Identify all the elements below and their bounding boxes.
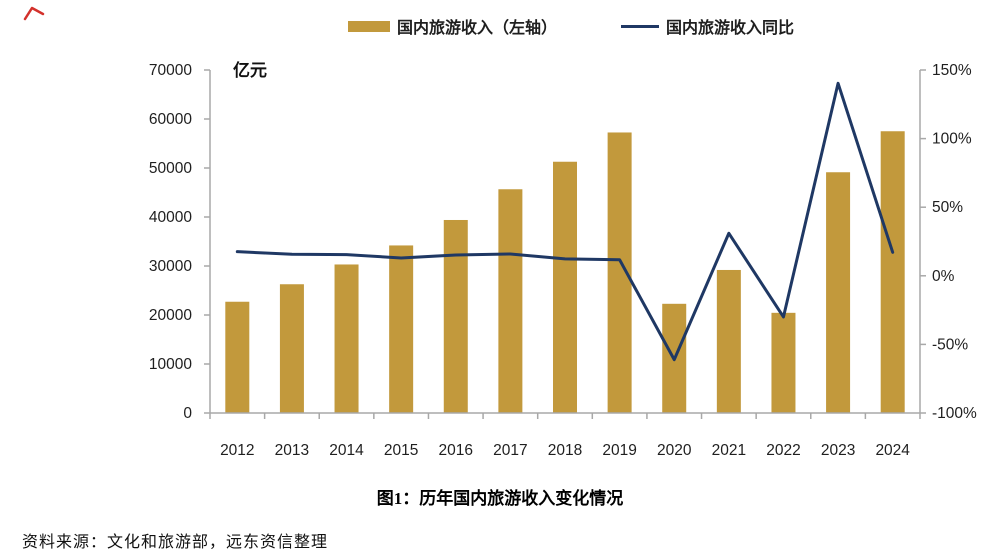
axis-tick-label: 2016 — [439, 442, 473, 459]
axis-tick-label: 70000 — [149, 62, 192, 79]
axis-tick-label: 150% — [932, 62, 972, 79]
bar-2014 — [334, 264, 359, 413]
bar-2018 — [553, 161, 577, 413]
line-swatch-icon — [621, 24, 660, 28]
axis-tick-label: 2014 — [329, 442, 364, 459]
axis-tick-label: 20000 — [149, 307, 192, 324]
axis-tick-label: 2013 — [275, 442, 309, 459]
bar-2015 — [389, 245, 414, 413]
bar-2012 — [225, 301, 250, 413]
legend-item-yoy: 国内旅游收入同比 — [621, 14, 794, 38]
combo-chart: 0 10000 20000 30000 40000 50000 60000 70000 -100… — [149, 62, 977, 459]
axis-tick-label: -100% — [932, 405, 977, 422]
axis-tick-label: 2019 — [602, 442, 636, 459]
axis-tick-label: 50000 — [149, 160, 192, 177]
bar-2016 — [443, 219, 468, 413]
bar-2021 — [716, 269, 741, 413]
axis-tick-label: 2020 — [657, 442, 692, 459]
bar-2017 — [498, 189, 523, 413]
axis-tick-label: 2022 — [766, 442, 800, 459]
chart-legend: 国内旅游收入（左轴） 国内旅游收入同比 — [348, 14, 794, 38]
yoy-line-series — [235, 81, 895, 362]
bar-2023 — [826, 172, 851, 413]
legend-label-yoy: 国内旅游收入同比 — [666, 20, 795, 37]
source-note: 资料来源：文化和旅游部，远东资信整理 — [22, 534, 329, 551]
axis-tick-label: 10000 — [149, 356, 192, 373]
legend-label-revenue: 国内旅游收入（左轴） — [397, 20, 558, 37]
axis-tick-label: 40000 — [149, 209, 192, 226]
axis-tick-label: 0 — [183, 405, 192, 422]
red-annotation-mark — [23, 6, 45, 21]
axis-tick-label: 60000 — [149, 111, 192, 128]
legend-item-revenue: 国内旅游收入（左轴） — [348, 14, 557, 38]
axis-tick-label: 2012 — [220, 442, 254, 459]
axis-tick-label: 2017 — [493, 442, 527, 459]
figure-caption: 图1：历年国内旅游收入变化情况 — [376, 489, 624, 508]
axis-tick-label: 2023 — [821, 442, 855, 459]
axis-tick-label: 2018 — [548, 442, 582, 459]
bar-2024 — [880, 131, 905, 413]
axis-tick-label: 30000 — [149, 258, 192, 275]
axis-tick-label: 2024 — [875, 442, 910, 459]
axis-tick-label: 0% — [932, 268, 955, 285]
bar-2013 — [279, 284, 304, 413]
axis-tick-label: 2015 — [384, 442, 418, 459]
axis-tick-label: -50% — [932, 336, 968, 353]
axis-tick-label: 50% — [932, 199, 963, 216]
left-axis-unit-label: 亿元 — [233, 61, 267, 80]
bar-swatch-icon — [348, 20, 390, 32]
bar-2022 — [771, 312, 796, 413]
axis-tick-label: 2021 — [712, 442, 746, 459]
axis-tick-label: 100% — [932, 131, 972, 148]
